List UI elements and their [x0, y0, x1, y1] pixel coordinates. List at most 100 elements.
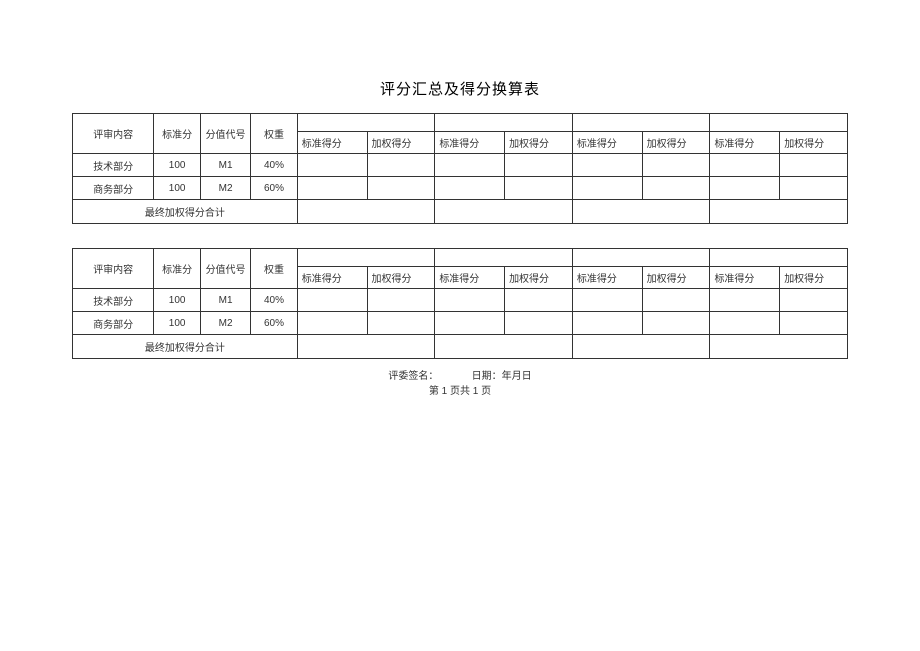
- date-label: 日期：年月日: [472, 371, 532, 382]
- cell-empty: [505, 154, 573, 177]
- col-weighted-score-1: 加权得分: [367, 267, 435, 289]
- cell-empty: [505, 312, 573, 335]
- cell-empty: [367, 289, 435, 312]
- col-std-score-2: 标准得分: [435, 132, 505, 154]
- cell-empty: [367, 312, 435, 335]
- col-standard-score: 标准分: [154, 249, 201, 289]
- col-weight: 权重: [251, 114, 298, 154]
- total-label: 最终加权得分合计: [73, 335, 298, 359]
- group-header-3: [572, 114, 710, 132]
- footer-pager: 第 1 页共 1 页: [72, 384, 848, 399]
- col-weighted-score-2: 加权得分: [505, 132, 573, 154]
- col-review-content: 评审内容: [73, 249, 154, 289]
- col-score-code: 分值代号: [200, 249, 250, 289]
- cell-code: M2: [200, 312, 250, 335]
- col-score-code: 分值代号: [200, 114, 250, 154]
- col-standard-score: 标准分: [154, 114, 201, 154]
- cell-empty: [435, 289, 505, 312]
- cell-content: 技术部分: [73, 289, 154, 312]
- page-title: 评分汇总及得分换算表: [72, 78, 848, 99]
- cell-empty: [297, 335, 435, 359]
- group-header-4: [710, 114, 848, 132]
- group-header-3: [572, 249, 710, 267]
- footer-signature-line: 评委签名： 日期：年月日: [72, 369, 848, 384]
- col-std-score-3: 标准得分: [572, 132, 642, 154]
- cell-empty: [780, 177, 848, 200]
- cell-code: M1: [200, 289, 250, 312]
- cell-content: 技术部分: [73, 154, 154, 177]
- cell-empty: [297, 154, 367, 177]
- group-header-2: [435, 114, 573, 132]
- cell-empty: [780, 154, 848, 177]
- cell-empty: [505, 177, 573, 200]
- cell-empty: [297, 177, 367, 200]
- col-weighted-score-4: 加权得分: [780, 132, 848, 154]
- cell-empty: [780, 312, 848, 335]
- col-weighted-score-4: 加权得分: [780, 267, 848, 289]
- cell-empty: [710, 154, 780, 177]
- col-std-score-3: 标准得分: [572, 267, 642, 289]
- cell-empty: [572, 177, 642, 200]
- total-label: 最终加权得分合计: [73, 200, 298, 224]
- group-header-1: [297, 114, 435, 132]
- col-std-score-2: 标准得分: [435, 267, 505, 289]
- cell-empty: [642, 312, 710, 335]
- cell-content: 商务部分: [73, 177, 154, 200]
- cell-empty: [572, 154, 642, 177]
- col-std-score-1: 标准得分: [297, 267, 367, 289]
- cell-code: M2: [200, 177, 250, 200]
- score-table-2: 评审内容 标准分 分值代号 权重 标准得分 加权得分 标准得分 加权得分 标准得…: [72, 248, 848, 359]
- cell-empty: [780, 289, 848, 312]
- cell-empty: [710, 177, 780, 200]
- cell-std: 100: [154, 154, 201, 177]
- table-row: 商务部分 100 M2 60%: [73, 177, 848, 200]
- cell-empty: [297, 200, 435, 224]
- cell-empty: [642, 177, 710, 200]
- cell-std: 100: [154, 177, 201, 200]
- cell-empty: [710, 289, 780, 312]
- cell-content: 商务部分: [73, 312, 154, 335]
- cell-empty: [710, 312, 780, 335]
- cell-empty: [297, 312, 367, 335]
- cell-empty: [367, 177, 435, 200]
- group-header-1: [297, 249, 435, 267]
- cell-empty: [435, 200, 573, 224]
- col-weighted-score-3: 加权得分: [642, 267, 710, 289]
- col-weighted-score-3: 加权得分: [642, 132, 710, 154]
- table-row: 技术部分 100 M1 40%: [73, 154, 848, 177]
- cell-code: M1: [200, 154, 250, 177]
- score-table-1: 评审内容 标准分 分值代号 权重 标准得分 加权得分 标准得分 加权得分 标准得…: [72, 113, 848, 224]
- cell-weight: 40%: [251, 289, 298, 312]
- cell-empty: [435, 335, 573, 359]
- table-row: 商务部分 100 M2 60%: [73, 312, 848, 335]
- cell-std: 100: [154, 289, 201, 312]
- cell-weight: 60%: [251, 177, 298, 200]
- cell-empty: [435, 177, 505, 200]
- cell-empty: [505, 289, 573, 312]
- cell-empty: [572, 312, 642, 335]
- cell-empty: [367, 154, 435, 177]
- cell-empty: [642, 289, 710, 312]
- col-std-score-4: 标准得分: [710, 132, 780, 154]
- cell-std: 100: [154, 312, 201, 335]
- col-weighted-score-1: 加权得分: [367, 132, 435, 154]
- table-row: 技术部分 100 M1 40%: [73, 289, 848, 312]
- col-std-score-4: 标准得分: [710, 267, 780, 289]
- col-weight: 权重: [251, 249, 298, 289]
- cell-empty: [297, 289, 367, 312]
- group-header-4: [710, 249, 848, 267]
- col-std-score-1: 标准得分: [297, 132, 367, 154]
- col-weighted-score-2: 加权得分: [505, 267, 573, 289]
- total-row: 最终加权得分合计: [73, 200, 848, 224]
- cell-empty: [710, 200, 848, 224]
- cell-weight: 40%: [251, 154, 298, 177]
- cell-empty: [572, 335, 710, 359]
- cell-empty: [710, 335, 848, 359]
- cell-weight: 60%: [251, 312, 298, 335]
- cell-empty: [435, 154, 505, 177]
- col-review-content: 评审内容: [73, 114, 154, 154]
- cell-empty: [572, 200, 710, 224]
- signature-label: 评委签名：: [388, 371, 438, 382]
- cell-empty: [572, 289, 642, 312]
- group-header-2: [435, 249, 573, 267]
